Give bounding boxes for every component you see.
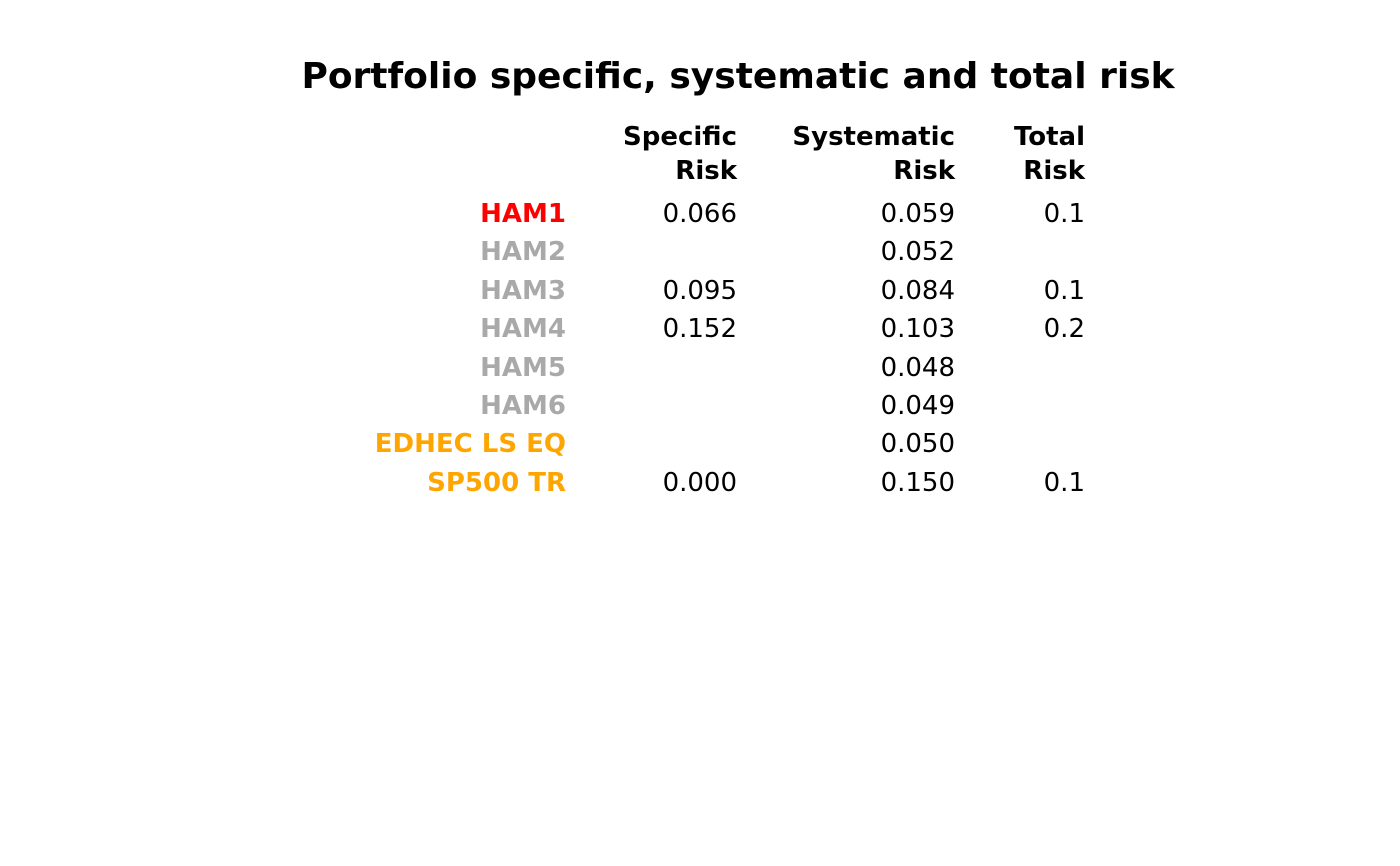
cell-systematic-risk: 0.150 (880, 468, 955, 498)
cell-systematic-risk: 0.052 (880, 237, 955, 267)
cell-specific-risk: 0.066 (662, 199, 737, 229)
cell-systematic-risk: 0.048 (880, 353, 955, 383)
cell-total-risk: 0.1 (1043, 276, 1085, 306)
row-label: HAM5 (480, 353, 566, 383)
header-specific-risk-line2: Risk (675, 156, 737, 186)
header-systematic-risk-line2: Risk (893, 156, 955, 186)
cell-systematic-risk: 0.049 (880, 391, 955, 421)
row-label: HAM2 (480, 237, 566, 267)
header-specific-risk: Specific Risk (623, 120, 737, 188)
cell-systematic-risk: 0.059 (880, 199, 955, 229)
header-systematic-risk-line1: Systematic (792, 122, 955, 152)
row-label: HAM3 (480, 276, 566, 306)
row-label: HAM1 (480, 199, 566, 229)
header-total-risk-line2: Risk (1023, 156, 1085, 186)
cell-total-risk: 0.1 (1043, 199, 1085, 229)
header-total-risk-line1: Total (1013, 122, 1085, 152)
row-label: HAM6 (480, 391, 566, 421)
cell-specific-risk: 0.000 (662, 468, 737, 498)
row-label: HAM4 (480, 314, 566, 344)
chart-title: Portfolio specific, systematic and total… (301, 56, 1175, 97)
cell-systematic-risk: 0.050 (880, 429, 955, 459)
header-specific-risk-line1: Specific (623, 122, 737, 152)
header-systematic-risk: Systematic Risk (792, 120, 955, 188)
cell-total-risk: 0.1 (1043, 468, 1085, 498)
row-label: EDHEC LS EQ (374, 429, 566, 459)
row-label: SP500 TR (427, 468, 566, 498)
cell-specific-risk: 0.095 (662, 276, 737, 306)
cell-systematic-risk: 0.084 (880, 276, 955, 306)
cell-total-risk: 0.2 (1043, 314, 1085, 344)
cell-systematic-risk: 0.103 (880, 314, 955, 344)
cell-specific-risk: 0.152 (662, 314, 737, 344)
header-total-risk: Total Risk (1014, 120, 1085, 188)
